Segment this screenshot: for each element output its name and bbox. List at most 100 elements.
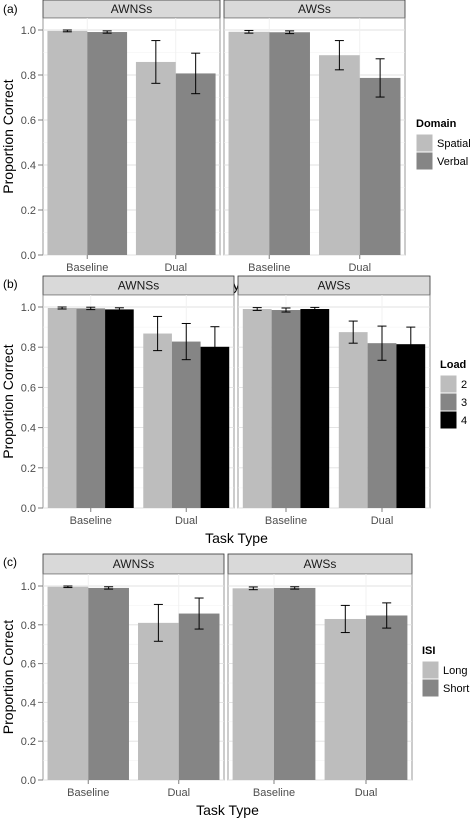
panel-label: (c) (3, 555, 17, 569)
bar (171, 341, 201, 508)
bar (274, 587, 316, 780)
y-axis-title: Proportion Correct (0, 344, 16, 458)
legend-label: Long (443, 665, 467, 677)
bar (175, 73, 216, 255)
y-tick-label: 0.2 (21, 463, 36, 475)
legend-key (415, 151, 434, 171)
x-tick-label: Dual (355, 787, 378, 799)
bar (200, 346, 230, 508)
y-axis-title: Proportion Correct (0, 79, 16, 193)
legend-label: 4 (461, 415, 467, 427)
legend-label: Spatial (437, 138, 471, 150)
x-tick-label: Dual (164, 262, 187, 274)
bar (271, 310, 301, 508)
legend-label: Short (443, 683, 469, 695)
legend-title: Load (440, 359, 466, 371)
bar (87, 32, 128, 256)
facet-strip-label: AWNSs (113, 557, 155, 571)
facet-strip-label: AWNSs (111, 2, 153, 16)
chart-panel-3: (c) Proportion Correct 0.0 0.2 0.4 0.6 0.8 1.0 A… (0, 553, 469, 818)
x-tick-label: Dual (371, 515, 394, 527)
bar (324, 618, 366, 780)
bar (242, 309, 272, 508)
y-tick-label: 0.0 (21, 775, 36, 787)
x-tick-label: Baseline (66, 262, 108, 274)
legend-label: 3 (461, 397, 467, 409)
bar (300, 309, 330, 508)
bar (143, 333, 172, 508)
y-tick-label: 0.4 (21, 160, 36, 172)
y-axis-title: Proportion Correct (0, 620, 16, 734)
x-tick-label: Baseline (265, 515, 307, 527)
legend-key (439, 392, 458, 412)
x-tick-label: Baseline (248, 262, 290, 274)
bar (228, 31, 270, 255)
x-tick-label: Baseline (253, 787, 295, 799)
y-tick-label: 0.6 (21, 659, 36, 671)
bar (47, 30, 88, 256)
bar (366, 615, 408, 780)
bar (319, 55, 360, 256)
x-axis-title: Task Type (205, 530, 268, 546)
panel-label: (b) (3, 277, 18, 291)
legend-key (439, 410, 458, 430)
facet-awss: AWSs Baseline Dual (227, 553, 413, 799)
y-tick-label: 0.0 (21, 503, 36, 515)
facet-strip-label: AWSs (304, 557, 337, 571)
facet-awnss: AWNSs Baseline Dual (42, 275, 235, 527)
facet-awnss: AWNSs Baseline Dual (42, 553, 225, 799)
bar (232, 588, 274, 780)
legend-key (415, 133, 434, 153)
y-tick-label: 0.0 (21, 250, 36, 262)
bar (367, 343, 397, 508)
legend-label: 2 (461, 379, 467, 391)
facet-strip-label: AWSs (318, 279, 351, 293)
legend: Load 2 3 4 (439, 359, 467, 430)
bar (105, 309, 134, 508)
bar (396, 344, 426, 508)
facet-strip-label: AWNSs (118, 279, 160, 293)
x-tick-label: Dual (167, 787, 190, 799)
bar (138, 622, 179, 780)
y-tick-label: 0.4 (21, 697, 36, 709)
facet-awss: AWSs Baseline Dual (223, 0, 406, 274)
bar (47, 586, 89, 780)
y-tick-label: 0.8 (21, 342, 36, 354)
y-tick-label: 0.2 (21, 736, 36, 748)
y-tick-label: 0.8 (21, 620, 36, 632)
legend-key (421, 678, 440, 698)
bar (269, 32, 310, 255)
y-tick-label: 0.6 (21, 115, 36, 127)
facet-awnss: AWNSs Baseline Dual (42, 0, 221, 274)
bar (47, 308, 77, 508)
legend-label: Verbal (437, 156, 468, 168)
x-tick-label: Dual (175, 515, 198, 527)
y-tick-label: 0.6 (21, 382, 36, 394)
legend-title: Domain (416, 118, 457, 130)
legend-key (439, 374, 458, 394)
legend-title: ISI (422, 645, 435, 657)
x-axis-title: Task Type (196, 802, 259, 818)
y-tick-label: 0.2 (21, 205, 36, 217)
chart-panel-1: (a) Proportion Correct 0.0 0.2 0.4 0.6 0.8 1.0 A… (0, 0, 471, 293)
panel-label: (a) (3, 2, 18, 16)
x-tick-label: Dual (348, 262, 371, 274)
bar (88, 587, 129, 780)
y-tick-label: 0.4 (21, 423, 36, 435)
facet-awss: AWSs Baseline Dual (237, 275, 431, 527)
y-tick-label: 0.8 (21, 70, 36, 82)
x-tick-label: Baseline (70, 515, 112, 527)
legend-key (421, 660, 440, 680)
legend: ISI Long Short (421, 645, 469, 698)
bar (359, 77, 401, 255)
bar (338, 332, 368, 508)
facet-strip-label: AWSs (298, 2, 331, 16)
legend: Domain Spatial Verbal (415, 118, 471, 171)
x-tick-label: Baseline (67, 787, 109, 799)
y-tick-label: 1.0 (21, 581, 36, 593)
bar (135, 61, 176, 256)
y-tick-label: 1.0 (21, 25, 36, 37)
bar (178, 613, 220, 780)
chart-panel-2: (b) Proportion Correct 0.0 0.2 0.4 0.6 0.8 1.0 A… (0, 275, 467, 546)
